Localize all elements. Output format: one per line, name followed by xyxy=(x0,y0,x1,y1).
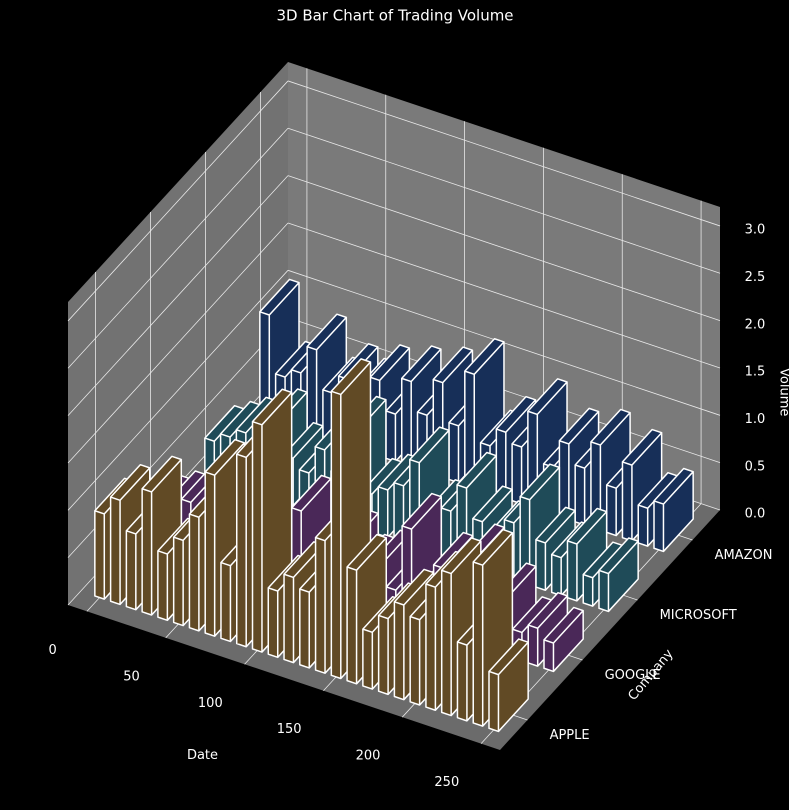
x-tick-label: 0 xyxy=(49,643,57,658)
chart-title: 3D Bar Chart of Trading Volume xyxy=(276,7,513,25)
z-tick-label: 2.5 xyxy=(745,270,766,285)
z-tick-label: 0.5 xyxy=(745,459,766,474)
grid-line xyxy=(67,270,289,511)
grid-line xyxy=(67,128,289,369)
x-tick-label: 50 xyxy=(123,669,140,684)
grid-line xyxy=(67,175,289,416)
grid-line xyxy=(287,80,721,227)
y-tick-label: MICROSOFT xyxy=(660,608,737,623)
bar xyxy=(653,467,694,553)
grid-line xyxy=(287,175,721,322)
grid-line xyxy=(287,222,721,369)
grid-line xyxy=(67,222,289,464)
x-tick-label: 200 xyxy=(356,749,381,764)
z-tick-label: 1.0 xyxy=(745,412,766,427)
side-pane xyxy=(68,62,288,605)
z-tick-label: 1.5 xyxy=(745,365,766,380)
y-tick-label: AMAZON xyxy=(715,548,773,563)
z-tick-label: 0.0 xyxy=(745,507,766,522)
grid-line xyxy=(67,80,289,322)
bar xyxy=(598,537,639,613)
x-tick-label: 150 xyxy=(277,722,302,737)
bar xyxy=(488,638,529,733)
y-tick-label: APPLE xyxy=(550,728,590,743)
bar xyxy=(543,606,584,673)
x-axis-label: Date xyxy=(187,748,218,763)
z-tick-label: 3.0 xyxy=(745,223,766,238)
z-tick-label: 2.0 xyxy=(745,317,766,332)
x-tick-label: 100 xyxy=(198,696,223,711)
y-tick-label: GOOGLE xyxy=(605,668,661,683)
z-axis-label: Volume xyxy=(777,368,789,416)
x-tick-label: 250 xyxy=(434,775,459,790)
grid-line xyxy=(287,127,721,274)
